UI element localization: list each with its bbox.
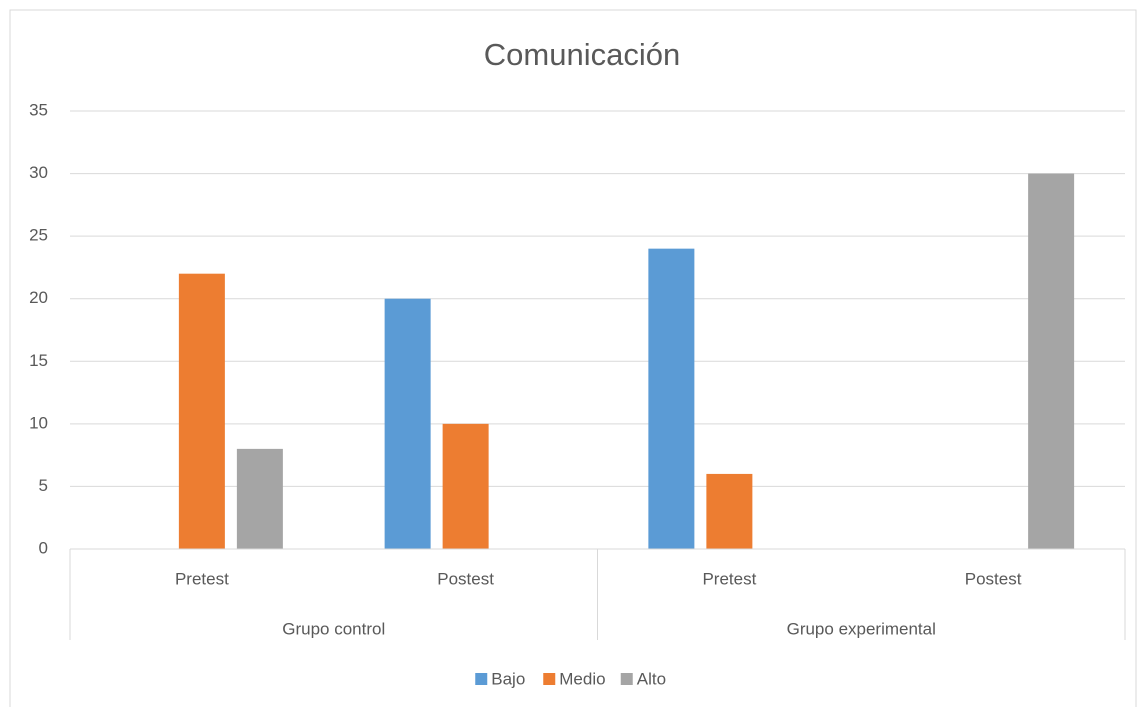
legend-label: Alto [637, 669, 666, 688]
y-tick-label: 20 [29, 288, 48, 307]
x-tick-label: Postest [965, 569, 1022, 588]
bar [442, 423, 489, 549]
bar [1028, 173, 1075, 550]
bar [178, 273, 225, 549]
legend-swatch [620, 673, 633, 685]
y-tick-label: 0 [39, 538, 48, 557]
x-tick-label: Postest [437, 569, 494, 588]
group-label: Grupo control [282, 619, 385, 638]
y-tick-label: 25 [29, 226, 48, 245]
y-tick-label: 10 [29, 413, 48, 432]
bar [648, 248, 695, 549]
chart-title: Comunicación [484, 37, 680, 72]
x-tick-label: Pretest [702, 569, 756, 588]
y-tick-label: 35 [29, 100, 48, 119]
legend-swatch [543, 673, 556, 685]
legend-label: Medio [559, 669, 605, 688]
legend-label: Bajo [491, 669, 525, 688]
group-label: Grupo experimental [787, 619, 936, 638]
y-tick-label: 5 [39, 476, 48, 495]
bar [236, 448, 283, 549]
x-tick-label: Pretest [175, 569, 229, 588]
y-tick-label: 15 [29, 351, 48, 370]
bar [384, 298, 431, 549]
bar [706, 473, 753, 549]
legend-swatch [475, 673, 488, 685]
y-tick-label: 30 [29, 163, 48, 182]
